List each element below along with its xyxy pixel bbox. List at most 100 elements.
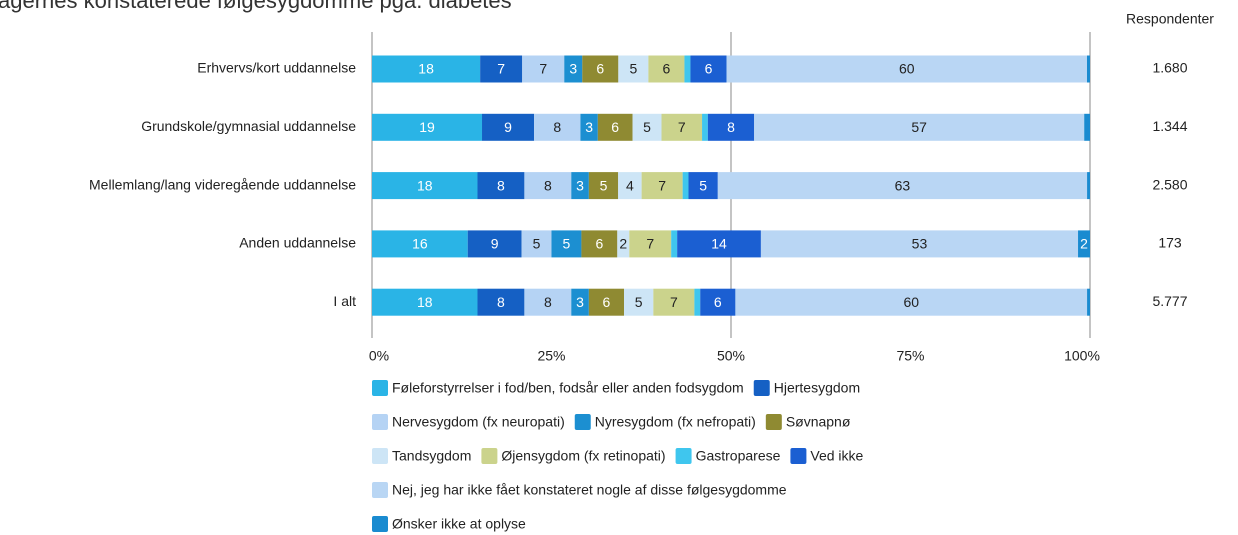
data-label: 8 <box>553 119 561 135</box>
bar-segment <box>482 113 535 141</box>
data-label: 5 <box>635 294 643 310</box>
data-label: 18 <box>418 61 434 77</box>
data-label: 2 <box>1080 236 1088 252</box>
bar-segment <box>618 55 649 83</box>
respondents-value: 1.344 <box>1152 118 1187 134</box>
data-label: 9 <box>491 236 499 252</box>
data-label: 6 <box>595 236 603 252</box>
bar-segment <box>760 230 1079 258</box>
data-label: 57 <box>911 119 927 135</box>
bar-segment <box>717 172 1088 200</box>
x-tick-label: 0% <box>369 348 389 364</box>
data-label: 8 <box>727 119 735 135</box>
bar-segment <box>690 55 727 83</box>
data-label: 6 <box>705 61 713 77</box>
data-label: 60 <box>899 61 915 77</box>
data-label: 53 <box>912 236 928 252</box>
bar-segment <box>624 288 654 316</box>
x-tick-label: 25% <box>537 348 565 364</box>
bar-segment <box>632 113 662 141</box>
bar-segment <box>588 172 619 200</box>
bar-segment <box>618 172 642 200</box>
category-label: Anden uddannelse <box>239 235 356 251</box>
legend-label: Søvnapnø <box>786 414 851 430</box>
bar-segment <box>571 288 589 316</box>
legend-swatch <box>790 448 807 464</box>
x-tick-label: 100% <box>1064 348 1100 364</box>
data-label: 5 <box>699 177 707 193</box>
data-label: 7 <box>646 236 654 252</box>
bar-segment <box>522 55 565 83</box>
bar-segment <box>661 113 703 141</box>
bar-segment <box>480 55 523 83</box>
data-label: 19 <box>419 119 435 135</box>
bar-segment <box>1078 230 1090 258</box>
legend-swatch <box>372 380 388 396</box>
data-label: 3 <box>576 294 584 310</box>
data-label: 16 <box>412 236 428 252</box>
bar-segment <box>1084 113 1090 141</box>
data-label: 6 <box>714 294 722 310</box>
data-label: 2 <box>619 236 627 252</box>
data-label: 6 <box>663 61 671 77</box>
respondents-value: 173 <box>1158 235 1182 251</box>
bar-segment <box>641 172 683 200</box>
data-label: 4 <box>626 177 634 193</box>
bar-segment <box>372 55 481 83</box>
bar-segment <box>467 230 522 258</box>
legend-label: Gastroparese <box>696 448 781 464</box>
bar-segment <box>617 230 630 258</box>
legend-swatch <box>372 448 388 464</box>
legend-label: Nervesygdom (fx neuropati) <box>392 414 565 430</box>
bar-segment <box>682 172 689 200</box>
data-label: 7 <box>497 61 505 77</box>
x-tick-label: 50% <box>717 348 745 364</box>
bar-segment <box>580 113 598 141</box>
bar-segment <box>653 288 695 316</box>
bar-segment <box>477 288 525 316</box>
bar-segment <box>702 113 708 141</box>
data-label: 8 <box>544 177 552 193</box>
bar-segment <box>1086 55 1090 83</box>
bar-segment <box>597 113 633 141</box>
category-label: Mellemlang/lang videregående uddannelse <box>89 176 356 192</box>
data-label: 6 <box>611 119 619 135</box>
bar-segment <box>372 230 468 258</box>
bar-segment <box>581 230 618 258</box>
legend-label: Ved ikke <box>810 448 863 464</box>
data-label: 3 <box>576 177 584 193</box>
data-label: 5 <box>629 61 637 77</box>
legend-label: Tandsygdom <box>392 448 471 464</box>
bar-segment <box>524 288 572 316</box>
data-label: 6 <box>603 294 611 310</box>
bar-segment <box>700 288 736 316</box>
bar-segment <box>648 55 685 83</box>
respondents-header: Respondenter <box>1126 11 1214 27</box>
legend-swatch <box>372 482 388 498</box>
legend-swatch <box>481 448 498 464</box>
data-label: 8 <box>544 294 552 310</box>
respondents-value: 1.680 <box>1152 60 1187 76</box>
legend-label: Nyresygdom (fx nefropati) <box>595 414 756 430</box>
x-tick-label: 75% <box>896 348 924 364</box>
bar-segment <box>1087 288 1090 316</box>
legend-swatch <box>675 448 692 464</box>
legend-swatch <box>753 380 770 396</box>
respondents-value: 5.777 <box>1152 293 1187 309</box>
data-label: 7 <box>670 294 678 310</box>
data-label: 8 <box>497 294 505 310</box>
bar-segment <box>521 230 552 258</box>
legend-swatch <box>372 516 388 532</box>
bar-segment <box>671 230 678 258</box>
data-label: 5 <box>600 177 608 193</box>
bar-segment <box>629 230 672 258</box>
data-label: 5 <box>643 119 651 135</box>
data-label: 63 <box>895 177 911 193</box>
legend-label: Hjertesygdom <box>774 380 860 396</box>
legend-swatch <box>574 414 591 430</box>
legend-swatch <box>372 414 388 430</box>
legend-label: Øjensygdom (fx retinopati) <box>501 448 665 464</box>
category-label: Erhvervs/kort uddannelse <box>197 60 356 76</box>
bar-segment <box>524 172 572 200</box>
